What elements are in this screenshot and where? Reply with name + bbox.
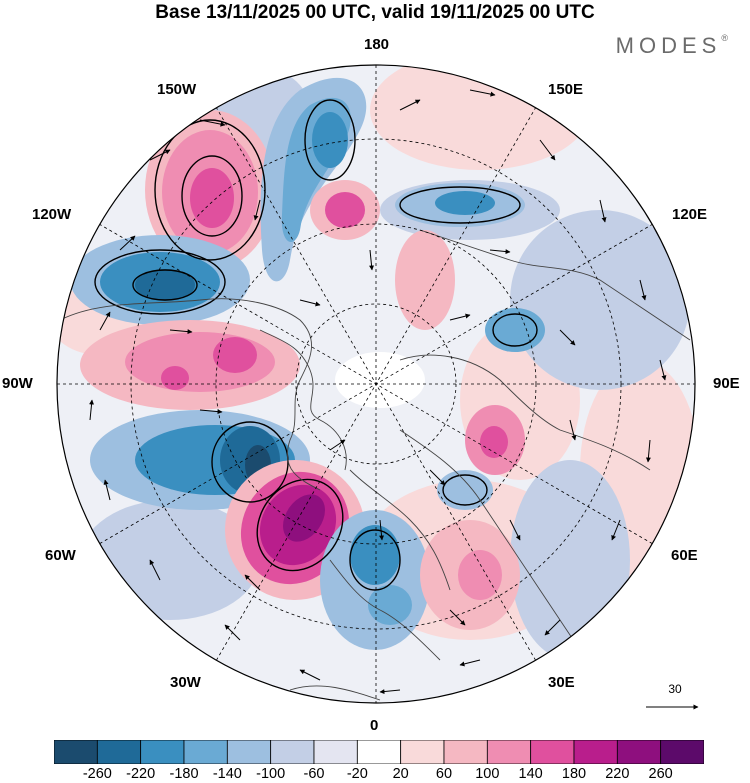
colorbar-swatch xyxy=(616,740,662,764)
lon-label-150w: 150W xyxy=(157,81,197,98)
colorbar-tick-label: -100 xyxy=(256,766,286,782)
lon-label-120w: 120W xyxy=(32,206,72,223)
colorbar-swatch xyxy=(96,740,142,764)
colorbar-tick-label: -140 xyxy=(212,766,242,782)
colorbar-tick-label: -260 xyxy=(82,766,112,782)
colorbar-swatch xyxy=(486,740,532,764)
registered-mark-icon: ® xyxy=(721,32,728,43)
negative-anomaly-region xyxy=(510,460,630,660)
lon-label-60w: 60W xyxy=(45,547,76,564)
colorbar-swatch xyxy=(660,740,704,764)
positive-anomaly-region xyxy=(190,168,234,228)
negative-anomaly-region xyxy=(435,191,495,215)
colorbar xyxy=(54,740,704,764)
lon-label-90e: 90E xyxy=(713,375,740,392)
reference-vector: 30 xyxy=(640,682,710,696)
brand-text: MODES xyxy=(615,33,722,58)
colorbar-tick-label: -180 xyxy=(169,766,199,782)
colorbar-swatch xyxy=(443,740,488,764)
colorbar-tick-label: 140 xyxy=(518,766,543,782)
colorbar-swatch xyxy=(140,740,185,764)
colorbar-swatch xyxy=(530,740,575,764)
positive-anomaly-region xyxy=(325,192,365,228)
lon-label-30e: 30E xyxy=(548,674,575,691)
lon-label-0: 0 xyxy=(370,717,379,734)
anomaly-field xyxy=(57,65,695,703)
colorbar-tick-label: 180 xyxy=(561,766,587,782)
colorbar-tick-label: 220 xyxy=(605,766,630,782)
colorbar-tick-label: -20 xyxy=(346,766,368,782)
reference-vector-value: 30 xyxy=(668,682,682,696)
colorbar-tick-label: 60 xyxy=(435,766,453,782)
colorbar-swatch xyxy=(313,740,358,764)
negative-anomaly-region xyxy=(510,210,690,390)
lon-label-150e: 150E xyxy=(548,81,584,98)
colorbar-tick-label: 100 xyxy=(475,766,500,782)
modes-brand-logo: MODES® xyxy=(616,33,728,59)
colorbar-swatch xyxy=(573,740,618,764)
lon-label-30w: 30W xyxy=(170,674,201,691)
colorbar-tick-label: -60 xyxy=(303,766,325,782)
lon-label-180: 180 xyxy=(364,36,390,53)
positive-anomaly-region xyxy=(370,65,590,170)
negative-anomaly-region xyxy=(135,269,195,301)
map-boundary xyxy=(56,64,696,704)
negative-anomaly-region xyxy=(368,585,412,625)
lon-label-60e: 60E xyxy=(671,547,698,564)
colorbar-tick-label: -220 xyxy=(126,766,156,782)
positive-anomaly-region xyxy=(213,337,257,373)
coastlines xyxy=(59,229,691,701)
positive-anomaly-region xyxy=(458,550,502,600)
positive-anomaly-region xyxy=(161,366,189,390)
colorbar-tick-label: 20 xyxy=(392,766,409,782)
negative-anomaly-region xyxy=(312,112,348,168)
colorbar-swatch xyxy=(270,740,315,764)
colorbar-swatch xyxy=(54,740,98,764)
neutral-region xyxy=(335,352,425,408)
positive-anomaly-region xyxy=(283,494,325,542)
lon-label-120e: 120E xyxy=(672,206,708,223)
colorbar-tick-label: 260 xyxy=(648,766,673,782)
positive-anomaly-region xyxy=(395,230,455,330)
colorbar-swatch xyxy=(226,740,272,764)
map-title: Base 13/11/2025 00 UTC, valid 19/11/2025… xyxy=(155,2,595,23)
negative-anomaly-region xyxy=(437,470,493,510)
positive-anomaly-region xyxy=(480,426,508,458)
colorbar-swatch xyxy=(400,740,445,764)
colorbar-swatch xyxy=(183,740,228,764)
negative-anomaly-region xyxy=(350,525,400,585)
lon-label-90w: 90W xyxy=(2,375,33,392)
colorbar-swatch xyxy=(356,740,402,764)
graticule xyxy=(57,65,695,703)
